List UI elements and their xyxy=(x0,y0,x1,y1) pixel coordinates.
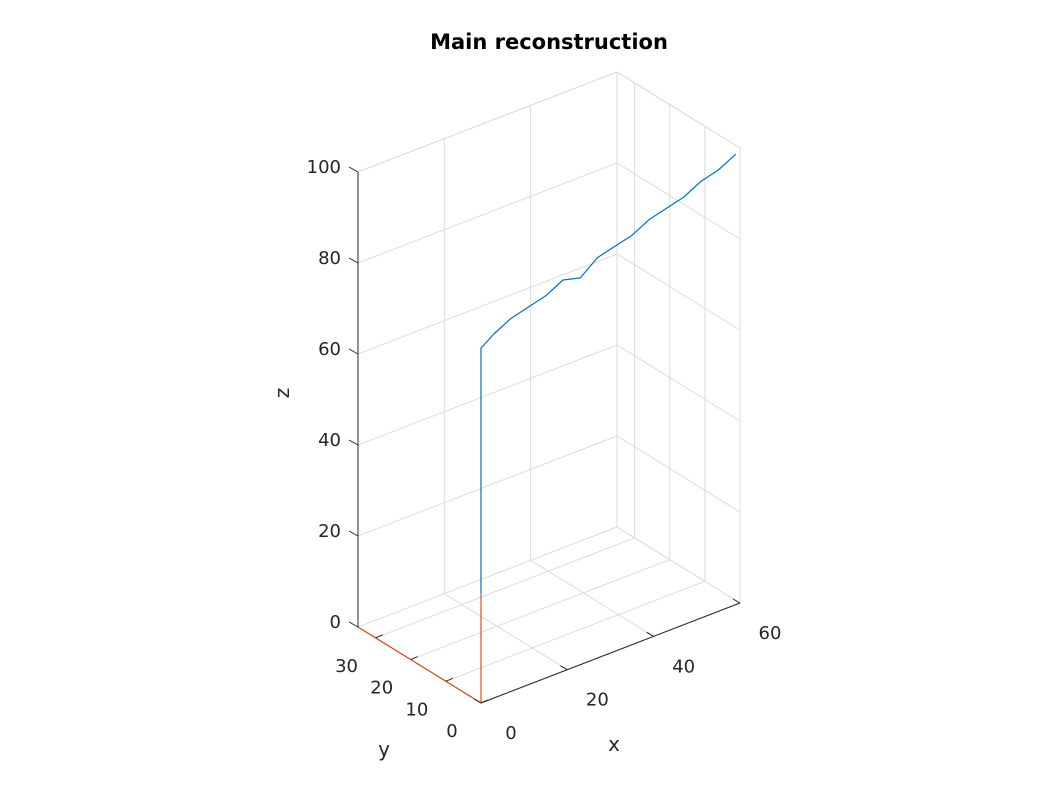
grid-layer xyxy=(357,71,741,704)
z-tick-mark xyxy=(348,621,359,628)
x-tick-label: 60 xyxy=(759,623,782,644)
x-tick-label: 20 xyxy=(586,690,609,711)
grid-line xyxy=(444,593,568,671)
z-tick-label: 60 xyxy=(318,339,341,360)
x-axis-line xyxy=(480,602,741,704)
grid-line xyxy=(410,559,670,661)
z-tick-label: 80 xyxy=(318,248,341,269)
grid-line xyxy=(357,253,618,355)
y-tick-mark xyxy=(410,656,418,661)
x-tick-label: 0 xyxy=(505,723,516,744)
grid-line xyxy=(530,559,654,637)
z-tick-mark xyxy=(348,257,359,264)
y-tick-label: 10 xyxy=(405,699,428,720)
x-tick-mark xyxy=(646,631,654,637)
z-tick-mark xyxy=(348,439,359,446)
grid-line xyxy=(357,162,618,264)
z-axis-label: z xyxy=(270,388,294,399)
series-layer xyxy=(357,153,737,704)
z-tick-label: 100 xyxy=(307,157,341,178)
z-tick-mark xyxy=(348,166,359,173)
y-tick-mark xyxy=(375,634,383,639)
axes-layer xyxy=(357,172,741,704)
chart-title: Main reconstruction xyxy=(430,30,668,54)
x-axis-label: x xyxy=(608,732,620,756)
grid-line xyxy=(616,253,741,331)
grid-line xyxy=(375,537,635,639)
series-line-1 xyxy=(480,153,737,594)
grid-line xyxy=(357,344,618,446)
grid-border xyxy=(616,71,741,149)
y-tick-mark xyxy=(445,677,454,682)
grid-border xyxy=(357,71,618,173)
x-tick-mark xyxy=(473,698,482,704)
y-tick-label: 30 xyxy=(335,656,358,677)
z-tick-mark xyxy=(348,530,359,537)
grid-line xyxy=(616,435,741,513)
grid-line xyxy=(616,526,741,604)
grid-line xyxy=(357,526,618,628)
grid-line xyxy=(445,580,706,682)
x-tick-label: 40 xyxy=(672,656,695,677)
z-tick-mark xyxy=(348,348,359,355)
y-axis-label: y xyxy=(378,737,390,761)
z-tick-label: 0 xyxy=(330,612,341,633)
y-tick-label: 20 xyxy=(370,678,393,699)
z-tick-label: 40 xyxy=(318,430,341,451)
x-tick-mark xyxy=(560,665,568,671)
z-tick-label: 20 xyxy=(318,521,341,542)
y-tick-mark xyxy=(480,699,489,704)
ticks-layer: 0 20 40 60 0 10 20 30 0 20 40 60 80 100 xyxy=(307,157,782,744)
x-tick-mark xyxy=(732,598,741,604)
y-tick-label: 0 xyxy=(446,721,457,742)
grid-line xyxy=(357,435,618,537)
grid-line xyxy=(616,344,741,422)
